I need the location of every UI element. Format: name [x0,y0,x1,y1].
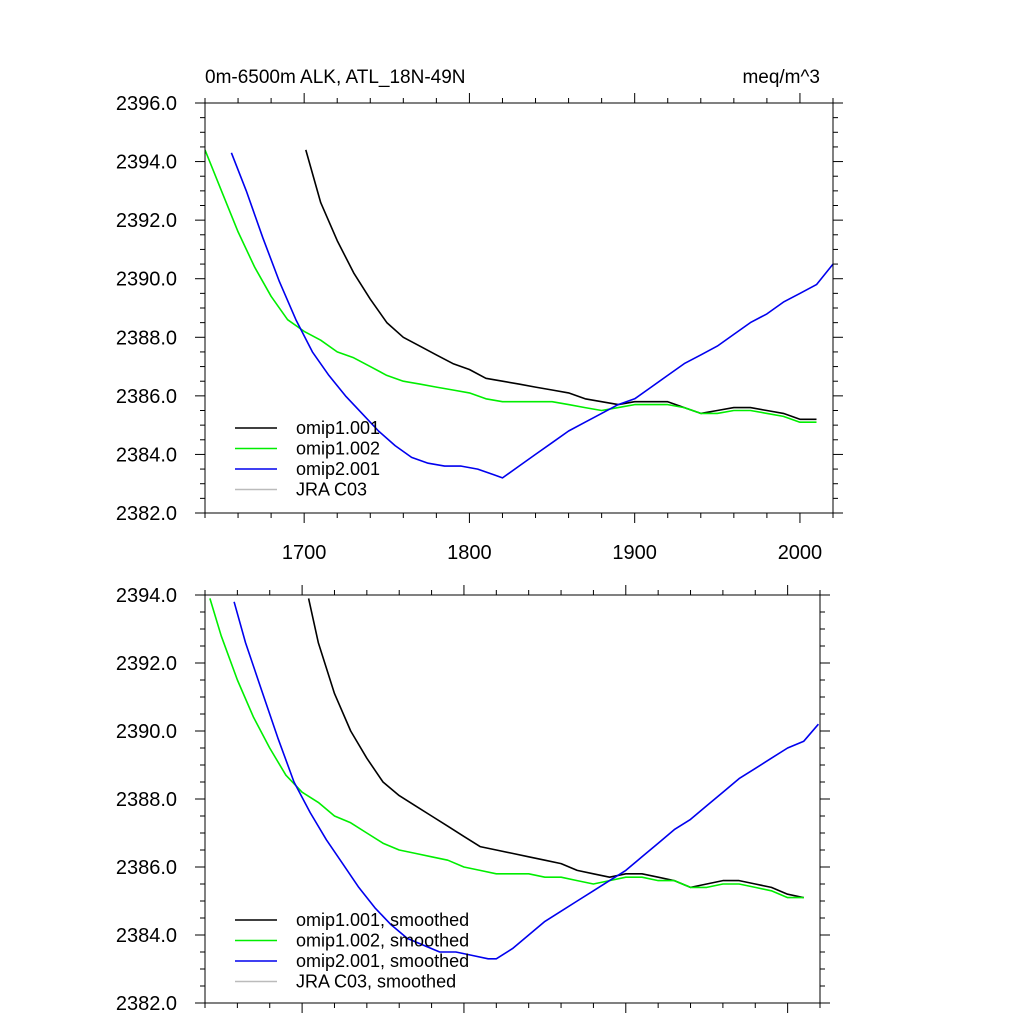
series-line-omip1-002-smoothed [209,598,804,899]
legend-label: JRA C03, smoothed [296,972,456,992]
y-tick-label: 2392.0 [116,210,177,232]
x-tick-label: 2000 [778,542,823,564]
y-tick-label: 2394.0 [116,585,177,607]
y-tick-label: 2392.0 [116,653,177,675]
y-tick-label: 2390.0 [116,269,177,291]
legend-label: omip1.001 [296,418,380,438]
bottom-panel: 2382.0 2384.0 2386.0 2388.0 2390.0 2392.0 2394… [116,585,830,1015]
legend-label: omip1.002 [296,439,380,459]
y-tick-label: 2384.0 [116,925,177,947]
y-tick-label: 2396.0 [116,93,177,115]
y-tick-label: 2382.0 [116,503,177,525]
x-tick-label: 1700 [282,542,327,564]
legend-label: omip2.001, smoothed [296,951,469,971]
y-tick-label: 2388.0 [116,789,177,811]
legend-label: omip2.001 [296,459,380,479]
x-tick-label: 1800 [447,542,492,564]
y-tick-label: 2386.0 [116,386,177,408]
series-line-omip2-001-smoothed [233,601,820,960]
series-line-omip2-001 [230,152,833,479]
legend-label: JRA C03 [296,480,367,500]
top-panel: 1700 1800 1900 2000 2382.0 2384.0 2386.0 2388.0… [116,67,843,564]
series-group [209,598,820,960]
y-tick-label: 2386.0 [116,857,177,879]
y-tick-label: 2390.0 [116,721,177,743]
chart-title: 0m-6500m ALK, ATL_18N-49N [205,67,466,88]
series-line-omip1-002 [205,149,817,424]
series-line-omip1-001 [305,149,817,421]
y-tick-label: 2384.0 [116,444,177,466]
units-label: meq/m^3 [742,67,820,88]
y-tick-label: 2382.0 [116,993,177,1015]
x-tick-label: 1900 [612,542,657,564]
legend-label: omip1.001, smoothed [296,910,469,930]
legend-label: omip1.002, smoothed [296,931,469,951]
y-tick-label: 2394.0 [116,152,177,174]
y-tick-label: 2388.0 [116,327,177,349]
series-group [205,149,833,479]
series-line-omip1-001-smoothed [307,598,804,899]
